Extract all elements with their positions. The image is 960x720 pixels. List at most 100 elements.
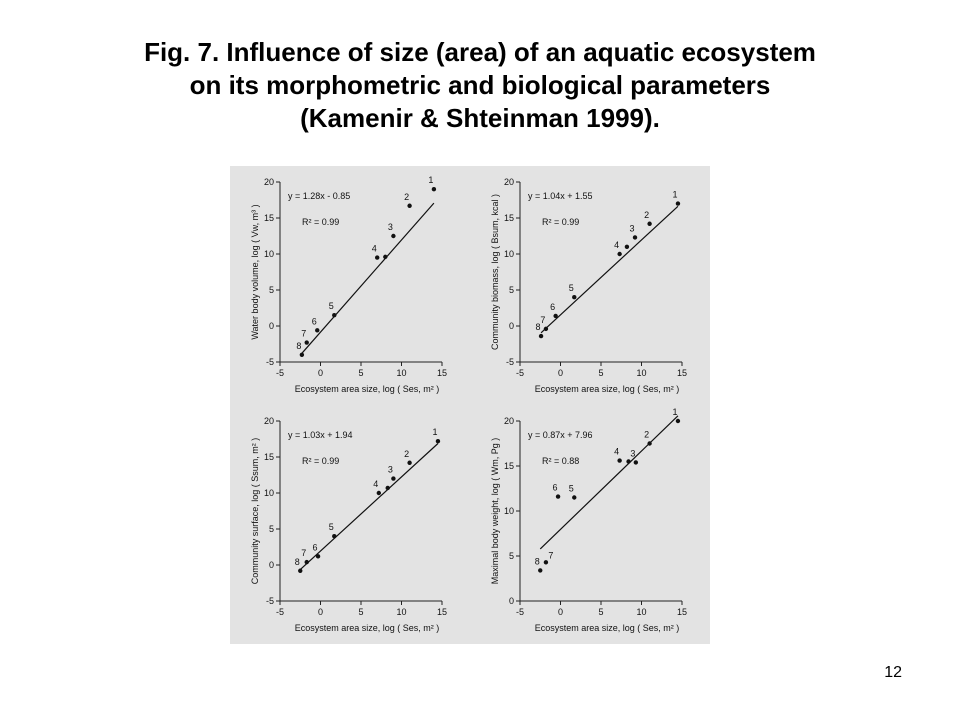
- y-tick-label: 10: [504, 506, 514, 516]
- data-point-label: 4: [614, 447, 619, 457]
- regression-equation: y = 1.04x + 1.55: [528, 191, 593, 201]
- r-squared-label: R² = 0.99: [302, 456, 339, 466]
- data-point: [617, 251, 622, 257]
- data-point-label: 2: [404, 449, 409, 459]
- title-line-3: (Kamenir & Shteinman 1999).: [300, 103, 660, 133]
- x-tick-label: -5: [516, 607, 524, 617]
- chart-community-biomass: -5 0 5 10 15 -5 0 5 10 15 20 Ecosystem area size, l…: [470, 166, 710, 405]
- data-point-label: 4: [372, 244, 377, 254]
- x-tick-label: 0: [558, 607, 563, 617]
- data-point-label: 6: [550, 302, 555, 312]
- data-point: [572, 295, 577, 300]
- data-point: [538, 568, 543, 573]
- r-squared-label: R² = 0.99: [542, 217, 579, 227]
- y-tick-label: 0: [269, 560, 274, 570]
- r-squared-label: R² = 0.88: [542, 456, 579, 466]
- y-axis-label: Water body volume, log ( Vw, m³ ): [250, 204, 260, 339]
- data-point: [624, 244, 630, 249]
- x-tick-label: 0: [558, 368, 563, 378]
- data-point-label: 8: [296, 341, 301, 351]
- chart-maximal-body-weight: -5 0 5 10 15 0 5 10 15 20 Ecosystem area size, log…: [470, 405, 710, 644]
- data-point: [385, 485, 390, 491]
- data-point-label: 3: [630, 223, 635, 233]
- data-point: [332, 313, 337, 318]
- x-tick-label: 15: [677, 607, 687, 617]
- y-tick-label: 5: [269, 524, 274, 534]
- x-tick-label: 10: [396, 368, 406, 378]
- x-axis-label: Ecosystem area size, log ( Ses, m² ): [295, 623, 440, 633]
- y-tick-label: 10: [264, 488, 274, 498]
- x-tick-label: 0: [318, 607, 323, 617]
- regression-line: [299, 443, 439, 571]
- data-point: [407, 460, 412, 465]
- y-tick-label: 20: [264, 416, 274, 426]
- x-tick-label: 15: [437, 368, 447, 378]
- data-point-label: 4: [614, 240, 619, 250]
- data-point-label: 6: [553, 483, 558, 493]
- y-tick-label: 20: [264, 177, 274, 187]
- x-tick-label: -5: [276, 368, 284, 378]
- slide-title: Fig. 7. Influence of size (area) of an a…: [20, 36, 940, 135]
- data-point: [555, 494, 561, 499]
- data-point: [299, 352, 305, 357]
- data-point: [435, 438, 441, 444]
- data-point-label: 3: [388, 465, 393, 475]
- data-point: [304, 559, 309, 565]
- data-point: [675, 418, 681, 424]
- data-point-label: 3: [630, 448, 635, 458]
- data-point: [376, 490, 382, 496]
- y-axis-label: Community surface, log ( Ssum, m² ): [250, 438, 260, 585]
- x-tick-label: 5: [358, 368, 363, 378]
- data-point-label: 1: [672, 407, 677, 417]
- data-point-label: 5: [569, 484, 574, 494]
- x-tick-label: 5: [598, 368, 603, 378]
- r-squared-label: R² = 0.99: [302, 217, 339, 227]
- data-point: [647, 221, 652, 226]
- data-point: [572, 495, 577, 500]
- data-point-label: 1: [428, 175, 433, 185]
- x-tick-label: 10: [396, 607, 406, 617]
- x-tick-label: 15: [677, 368, 687, 378]
- y-tick-label: 0: [509, 596, 514, 606]
- data-point: [391, 476, 396, 481]
- page-number: 12: [884, 664, 902, 681]
- data-point-label: 2: [644, 430, 649, 440]
- y-axis-label: Maximal body weight, log ( Wm, Pg ): [490, 438, 500, 585]
- y-tick-label: -5: [506, 357, 514, 367]
- data-point-label: 6: [313, 542, 318, 552]
- data-point: [383, 254, 388, 260]
- data-point-label: 7: [540, 315, 545, 325]
- x-axis-label: Ecosystem area size, log ( Ses, m² ): [295, 384, 440, 394]
- data-point-label: 8: [536, 322, 541, 332]
- data-point-label: 3: [388, 222, 393, 232]
- data-point: [647, 441, 652, 446]
- chart-community-surface: -5 0 5 10 15 -5 0 5 10 15 20 Ecosystem area size, l…: [230, 405, 470, 644]
- data-point-label: 6: [312, 316, 317, 326]
- y-tick-label: 15: [504, 213, 514, 223]
- data-point: [304, 340, 309, 345]
- y-tick-label: 15: [504, 461, 514, 471]
- y-tick-label: 15: [264, 452, 274, 462]
- y-tick-label: 15: [264, 213, 274, 223]
- data-point: [391, 233, 396, 239]
- regression-equation: y = 0.87x + 7.96: [528, 430, 593, 440]
- x-tick-label: 5: [598, 607, 603, 617]
- regression-equation: y = 1.28x - 0.85: [288, 191, 350, 201]
- data-point: [538, 333, 544, 339]
- chart-water-body-volume: -5 0 5 10 15 -5 0 5 10 15 20 Ecosystem area size, l…: [230, 166, 470, 405]
- data-point-label: 1: [672, 190, 677, 200]
- data-point: [633, 460, 639, 465]
- data-point-label: 2: [644, 210, 649, 220]
- data-point-label: 7: [548, 550, 553, 560]
- data-point: [407, 203, 412, 208]
- y-axis-label: Community biomass, log ( Bsum, kcal ): [490, 194, 500, 350]
- data-point: [626, 459, 631, 464]
- title-line-1: Fig. 7. Influence of size (area) of an a…: [144, 37, 816, 67]
- data-point-label: 7: [301, 329, 306, 339]
- x-tick-label: 5: [358, 607, 363, 617]
- data-point: [553, 313, 558, 319]
- data-point-label: 8: [295, 557, 300, 567]
- y-tick-label: 10: [504, 249, 514, 259]
